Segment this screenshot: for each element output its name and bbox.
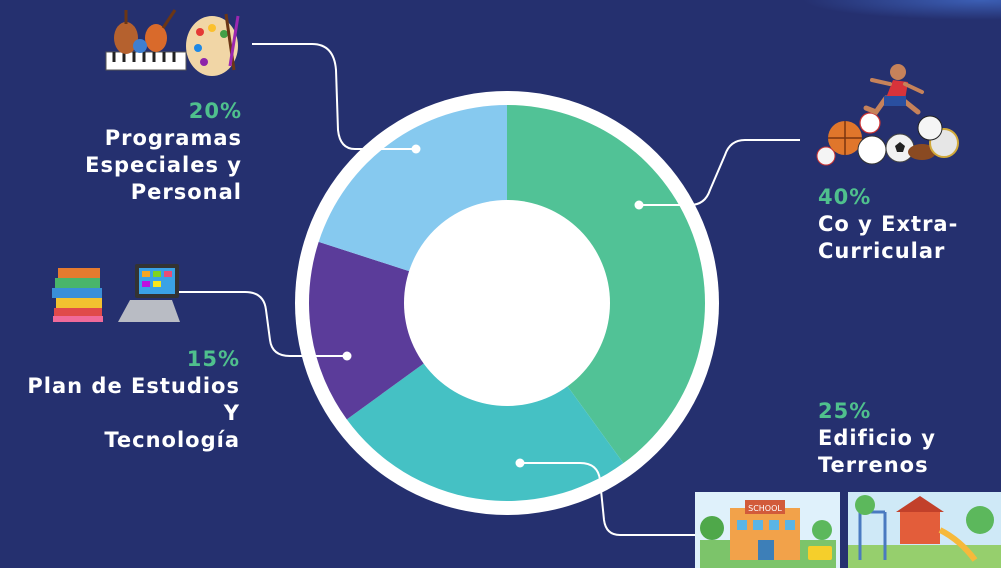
slice-name-line: Co y Extra- — [818, 212, 959, 236]
music-art-icon — [105, 9, 240, 76]
slice-name-line: Curricular — [818, 239, 946, 263]
slice-percent: 15% — [186, 347, 240, 371]
connector-line-buildings — [520, 462, 700, 536]
slice-label-extracurricular: 40% Co y Extra- Curricular — [818, 184, 998, 265]
slice-name-line: Tecnología — [104, 428, 240, 452]
slice-name-line: Personal — [130, 180, 242, 204]
slice-percent: 20% — [188, 99, 242, 123]
slice-name-line: Plan de Estudios — [27, 374, 240, 398]
svg-text:SCHOOL: SCHOOL — [748, 504, 782, 513]
slice-label-curriculum: 15% Plan de Estudios Y Tecnología — [0, 346, 240, 454]
slice-name-line: Especiales y — [85, 153, 242, 177]
connector-line-programs — [252, 43, 416, 150]
chart-inner-hole — [404, 200, 610, 406]
books-laptop-icon — [52, 264, 180, 322]
connector-lines — [178, 43, 800, 536]
slice-label-programs: 20% Programas Especiales y Personal — [40, 98, 242, 206]
sports-balls-icon — [816, 64, 959, 166]
connector-dot-extracurricular — [634, 200, 644, 210]
connector-dot-programs — [411, 144, 421, 154]
connector-line-curriculum — [178, 291, 347, 357]
slice-name-line: Y — [223, 401, 240, 425]
connector-dot-buildings — [515, 458, 525, 468]
corner-glow — [801, 0, 1001, 20]
slice-name-line: Programas — [104, 126, 242, 150]
slice-percent: 40% — [818, 185, 872, 209]
school-building-icon: SCHOOL — [695, 492, 1001, 568]
connector-dots — [342, 144, 644, 468]
slice-label-buildings: 25% Edificio y Terrenos — [818, 398, 998, 479]
slice-name-line: Terrenos — [818, 453, 929, 477]
connector-line-extracurricular — [639, 139, 800, 206]
slice-percent: 25% — [818, 399, 872, 423]
slice-name-line: Edificio y — [818, 426, 936, 450]
connector-dot-curriculum — [342, 351, 352, 361]
